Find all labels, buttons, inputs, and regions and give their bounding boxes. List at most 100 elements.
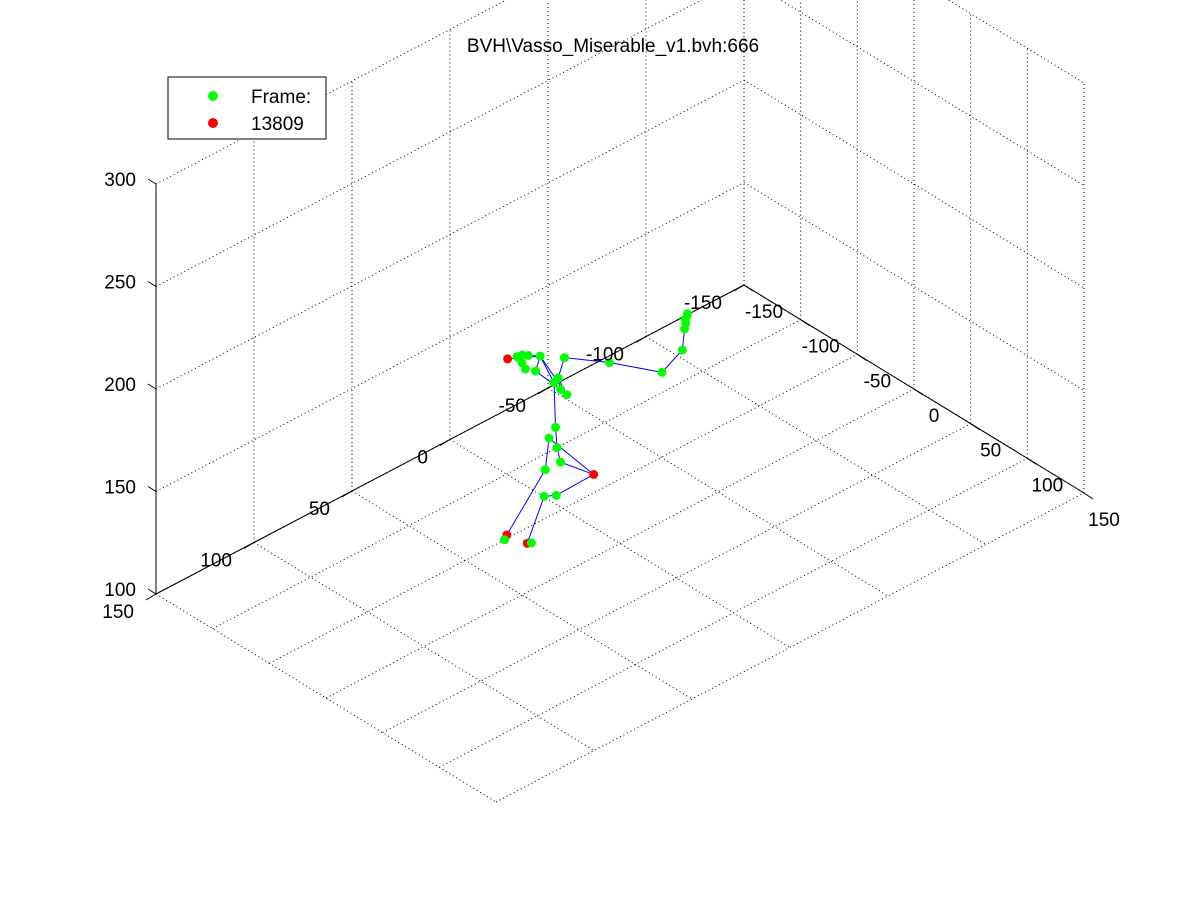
- x-tick-label: 0: [929, 406, 940, 427]
- grid-line-leftwall-z: [155, 182, 745, 492]
- grid-line-leftwall-z: [155, 79, 745, 390]
- joint-point: [552, 443, 562, 453]
- skeleton-bone: [526, 496, 545, 544]
- skeleton-bone: [553, 382, 557, 428]
- joint-point: [517, 358, 527, 368]
- y-tick-mark: [341, 490, 353, 498]
- y-tick-label: -100: [586, 345, 624, 366]
- joint-point: [553, 373, 563, 383]
- x-tick-label: -50: [864, 371, 891, 392]
- axes: [145, 178, 1094, 601]
- grid-line-leftwall-z: [155, 0, 703, 287]
- x-tick-label: 100: [1031, 475, 1063, 496]
- grid-line-backwall-z: [779, 0, 1085, 186]
- joint-point: [555, 457, 565, 467]
- tick-labels: 100150200250300-150-100-50050100150-150-…: [102, 170, 1120, 623]
- z-tick-label: 100: [104, 580, 136, 601]
- skeleton-bone: [539, 355, 555, 383]
- z-tick-mark: [147, 588, 157, 595]
- z-tick-label: 200: [104, 375, 136, 396]
- y-tick-mark: [439, 439, 451, 446]
- grid-line-backwall-z: [743, 182, 1085, 391]
- grid-line-floor-x: [212, 319, 801, 630]
- grid-line-backwall-z: [743, 79, 1085, 289]
- y-tick-mark: [243, 542, 255, 549]
- joint-point: [682, 310, 692, 320]
- x-tick-label: -100: [802, 337, 840, 358]
- grid-line-backwall-z: [947, 0, 1085, 84]
- legend-marker-frame-number: [208, 118, 218, 128]
- y-tick-mark: [145, 593, 157, 601]
- z-tick-mark: [147, 383, 157, 390]
- legend-label-frame: Frame:: [251, 87, 311, 108]
- joint-point: [526, 538, 536, 548]
- y-tick-label: 50: [309, 499, 330, 520]
- joint-point: [657, 367, 667, 377]
- skeleton-bone: [564, 357, 610, 364]
- x-tick-label: 50: [980, 441, 1001, 462]
- skeleton-bone: [609, 362, 663, 373]
- z-tick-mark: [147, 281, 157, 287]
- y-tick-label: -150: [684, 293, 722, 314]
- y-tick-label: 0: [417, 448, 428, 469]
- y-tick-label: -50: [499, 396, 526, 417]
- joint-point: [544, 433, 554, 443]
- z-tick-mark: [147, 486, 157, 492]
- skeleton-bone: [560, 461, 594, 475]
- x-tick-mark: [800, 319, 810, 327]
- end-site-point: [503, 354, 513, 364]
- joint-point: [535, 351, 545, 361]
- grid-line-floor-y: [253, 542, 595, 751]
- x-tick-mark: [1027, 457, 1037, 465]
- legend-marker-frame: [208, 91, 218, 101]
- grid-line-floor-y: [155, 593, 497, 803]
- joint-point: [517, 350, 527, 360]
- legend[interactable]: Frame: 13809: [167, 76, 327, 140]
- x-tick-mark: [857, 353, 867, 361]
- x-tick-mark: [913, 388, 924, 396]
- x-tick-mark: [970, 423, 980, 431]
- grid-line-floor-y: [351, 490, 693, 700]
- skeleton-bone: [506, 469, 546, 536]
- grid-line-floor-x: [382, 423, 971, 734]
- joint-point: [677, 345, 687, 355]
- legend-label-frame-number: 13809: [251, 114, 304, 135]
- z-tick-label: 150: [104, 478, 136, 499]
- grid-line-floor-x: [325, 388, 915, 699]
- y-tick-label: 150: [102, 602, 134, 623]
- x-tick-label: 150: [1088, 510, 1120, 531]
- joint-point: [500, 535, 510, 545]
- joint-point: [556, 384, 566, 394]
- y-tick-mark: [733, 284, 745, 292]
- skeleton-joints: [500, 309, 692, 548]
- y-tick-mark: [537, 387, 549, 395]
- joint-point: [604, 358, 614, 368]
- grid-line-floor-y: [645, 336, 987, 545]
- joint-point: [551, 490, 561, 500]
- grid-line-floor-x: [495, 492, 1085, 803]
- joint-point: [562, 390, 572, 400]
- x-tick-mark: [1083, 492, 1094, 500]
- skeleton-bone: [661, 349, 683, 373]
- x-tick-mark: [743, 284, 754, 292]
- joint-point: [540, 465, 550, 475]
- legend-box: [167, 76, 327, 140]
- grid-line-floor-y: [449, 439, 791, 648]
- grid-line-leftwall-z: [155, 0, 508, 185]
- joint-point: [559, 353, 569, 363]
- z-tick-label: 300: [104, 170, 136, 191]
- chart-title: BVH\Vasso_Miserable_v1.bvh:666: [467, 36, 759, 57]
- skeleton-bone: [556, 474, 594, 496]
- end-site-point: [589, 469, 599, 479]
- skeleton-bone: [544, 438, 550, 470]
- joint-point: [539, 491, 549, 501]
- grid-line-floor-y: [547, 387, 889, 597]
- joint-point: [551, 422, 561, 432]
- y-tick-label: 100: [200, 551, 232, 572]
- z-tick-label: 250: [104, 273, 136, 294]
- y-tick-mark: [635, 336, 647, 343]
- z-tick-mark: [147, 178, 157, 185]
- joint-point: [531, 366, 541, 376]
